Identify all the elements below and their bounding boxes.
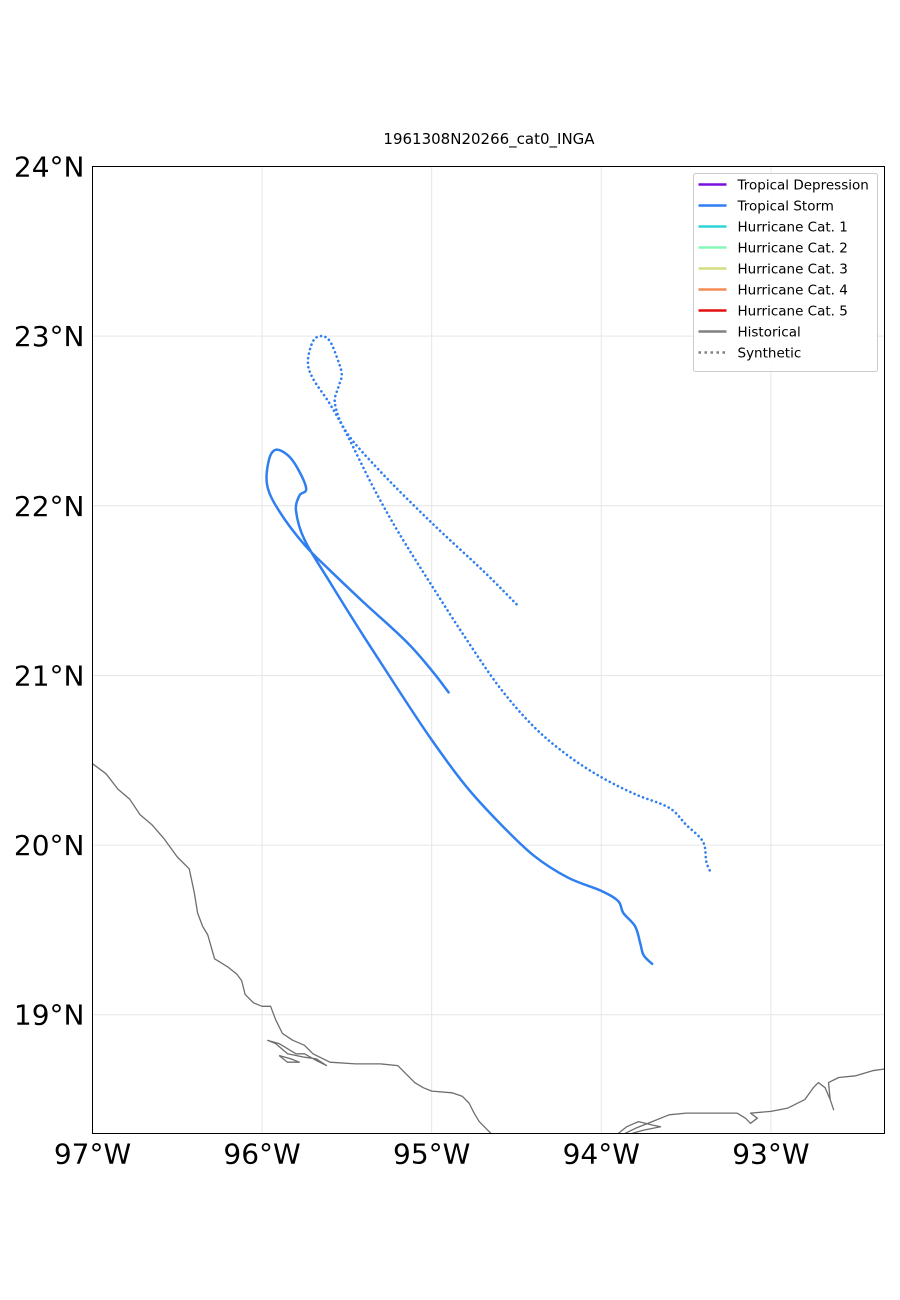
lat-tick-label-4: 20°N [14,829,85,862]
lat-tick-label-3: 21°N [14,659,85,692]
track-historical [265,448,654,966]
legend: Tropical Depression Tropical Storm Hurrica… [693,173,878,372]
legend-label-hurricane-cat-1: Hurricane Cat. 1 [738,220,848,236]
coastline-segment-4 [617,1120,662,1134]
legend-label-synthetic: Synthetic [738,346,802,362]
coastline-segment-1 [266,1039,328,1067]
legend-label-tropical-depression: Tropical Depression [737,178,869,194]
lat-tick-label-5: 19°N [14,999,85,1032]
legend-label-tropical-storm: Tropical Storm [737,199,834,215]
lat-tick-label-0: 24°N [14,151,85,184]
storm-tracks [265,334,713,966]
lon-tick-label-1: 96°W [223,1138,300,1171]
legend-label-hurricane-cat-5: Hurricane Cat. 5 [738,304,848,320]
map-title: 1961308N20266_cat0_INGA [383,130,595,149]
lon-tick-label-4: 93°W [732,1138,809,1171]
lon-tick-label-3: 94°W [563,1138,640,1171]
legend-label-historical: Historical [738,325,801,341]
coastline-segment-2 [278,1054,301,1063]
coastline-segment-0 [92,763,492,1134]
coastline-segment-3 [624,1068,885,1134]
lat-tick-label-2: 22°N [14,490,85,523]
lon-tick-label-0: 97°W [54,1138,131,1171]
legend-label-hurricane-cat-3: Hurricane Cat. 3 [738,262,848,278]
gridlines [92,166,885,1134]
axis-tick-labels: 97°W 96°W 95°W 94°W 93°W 24°N 23°N 22°N 21°N 20°N… [14,151,810,1171]
track-synthetic [306,334,713,876]
legend-box [693,173,878,372]
legend-label-hurricane-cat-2: Hurricane Cat. 2 [738,241,848,257]
map-frame [92,166,885,1134]
coastline [92,763,885,1134]
lon-tick-label-2: 95°W [393,1138,470,1171]
lat-tick-label-1: 23°N [14,320,85,353]
legend-label-hurricane-cat-4: Hurricane Cat. 4 [738,283,848,299]
